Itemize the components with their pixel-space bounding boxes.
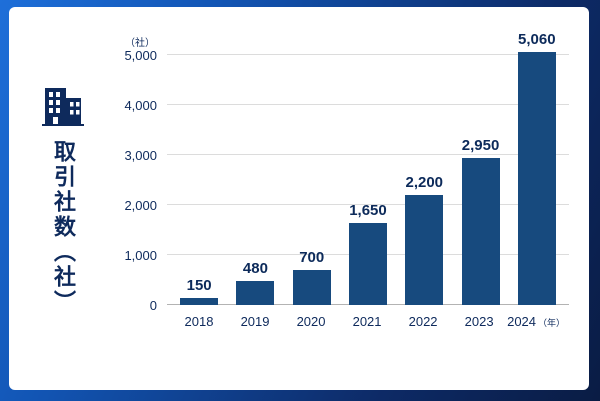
- bar-group: 480: [227, 260, 283, 305]
- x-axis-unit-label: （年）: [538, 318, 566, 328]
- bar-group: 1,650: [340, 201, 396, 305]
- bar-value-label: 150: [186, 276, 212, 294]
- bar-group: 5,060: [509, 31, 565, 305]
- gridline: [167, 104, 569, 105]
- bars-row: 150 480 700 1,650 2,200 2,950 5,060: [167, 31, 569, 305]
- bar-group: 2,950: [452, 136, 508, 305]
- bar: [292, 270, 331, 305]
- bar-value-label: 5,060: [518, 31, 556, 48]
- x-tick-label: 2024 （年）: [507, 314, 566, 329]
- bar: [461, 157, 500, 305]
- y-tick-label: 3,000: [124, 148, 157, 163]
- gridline: [167, 204, 569, 205]
- bar: [236, 281, 275, 305]
- gridline: [167, 154, 569, 155]
- y-tick-label: 0: [149, 298, 157, 313]
- x-tick-label: 2018: [184, 314, 214, 329]
- bar-chart: （社） 0 1,000 2,000 3,000 4,000 5,000 150 480 700…: [109, 23, 573, 378]
- bar-group: 2,200: [396, 174, 452, 305]
- bar-group: 700: [284, 249, 340, 305]
- y-tick-label: 1,000: [124, 248, 157, 263]
- chart-title: 取引社数（社）: [51, 140, 76, 315]
- bar-value-label: 2,200: [405, 174, 444, 191]
- bar-group: 150: [171, 276, 227, 305]
- chart-card: 取引社数（社） （社） 0 1,000 2,000 3,000 4,000 5,000 1…: [9, 7, 589, 390]
- x-tick-label: 2023: [464, 314, 494, 329]
- bar-value-label: 2,950: [461, 136, 500, 154]
- building-icon: [42, 88, 84, 126]
- y-tick-label: 5,000: [124, 48, 157, 63]
- gridline: [167, 54, 569, 55]
- bar-value-label: 1,650: [349, 201, 387, 219]
- x-tick-label: 2021: [352, 314, 382, 329]
- x-tick-label: 2022: [408, 314, 438, 329]
- bar: [180, 297, 219, 305]
- plot-area: 150 480 700 1,650 2,200 2,950 5,060: [167, 31, 569, 305]
- chart-title-panel: 取引社数（社）: [17, 23, 109, 378]
- bar: [517, 52, 556, 305]
- y-axis: 0 1,000 2,000 3,000 4,000 5,000: [109, 48, 167, 313]
- bar: [348, 222, 387, 305]
- x-axis-row: 2018 2019 2020 2021 2022 2023 2024 （年）: [167, 314, 569, 378]
- x-tick-label: 2019: [240, 314, 270, 329]
- y-axis-unit-label: （社）: [125, 38, 155, 49]
- bar-value-label: 480: [242, 260, 268, 277]
- bar: [405, 195, 444, 305]
- bar-value-label: 700: [299, 249, 325, 266]
- y-tick-label: 2,000: [124, 198, 157, 213]
- y-tick-label: 4,000: [124, 98, 157, 113]
- x-tick-label: 2020: [296, 314, 326, 329]
